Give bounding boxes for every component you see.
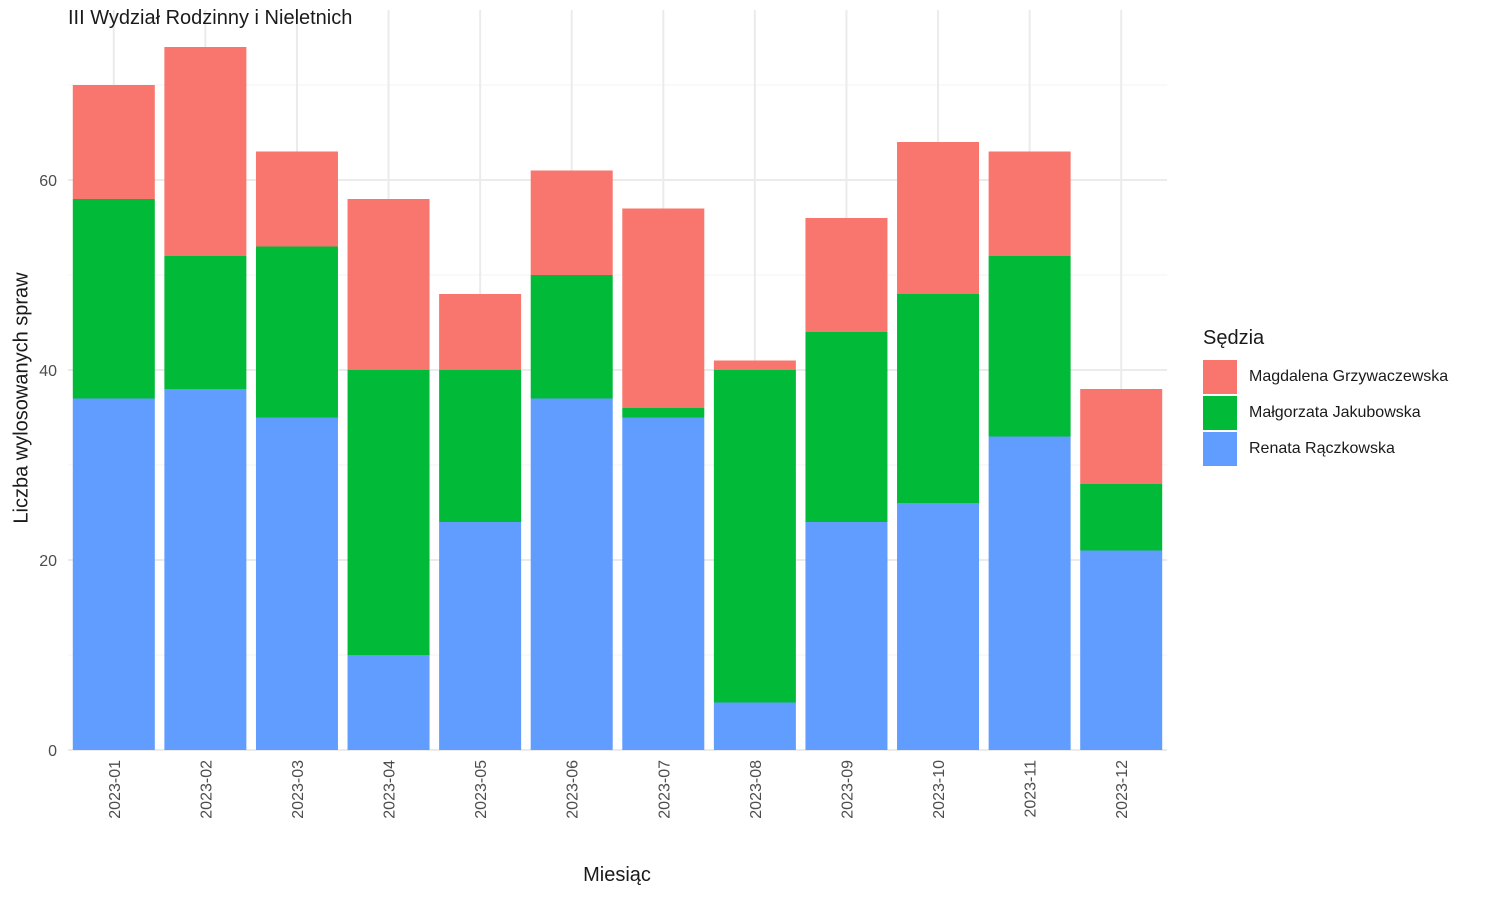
bar-segment: [805, 522, 888, 750]
bar-segment: [530, 275, 613, 399]
x-tick-label: 2023-04: [382, 760, 399, 819]
x-tick-label: 2023-01: [107, 760, 124, 819]
bar-segment: [530, 170, 613, 275]
bar-segment: [72, 85, 155, 199]
legend-item-grzywaczewska: Magdalena Grzywaczewska: [1203, 360, 1448, 394]
bar-segment: [988, 151, 1071, 256]
legend-label: Magdalena Grzywaczewska: [1249, 368, 1449, 385]
bar-segment: [988, 256, 1071, 437]
legend-swatch: [1203, 432, 1237, 466]
chart-title: III Wydział Rodzinny i Nieletnich: [68, 7, 353, 29]
bar-segment: [530, 398, 613, 750]
y-axis-label: Liczba wylosowanych spraw: [10, 272, 33, 524]
y-tick-label: 0: [48, 743, 57, 760]
bar-segment: [1080, 389, 1163, 484]
bar-segment: [622, 208, 705, 408]
bar-segment: [347, 199, 430, 370]
x-tick-label: 2023-10: [931, 760, 948, 819]
x-tick-label: 2023-05: [473, 760, 490, 819]
bar-segment: [622, 408, 705, 418]
legend-label: Renata Rączkowska: [1249, 440, 1395, 457]
bar-segment: [988, 436, 1071, 750]
legend-swatch: [1203, 360, 1237, 394]
x-tick-label: 2023-11: [1023, 760, 1040, 818]
bar-segment: [897, 503, 980, 750]
bar-segment: [439, 522, 522, 750]
legend-title: Sędzia: [1203, 327, 1265, 349]
x-tick-label: 2023-06: [565, 760, 582, 819]
x-tick-label: 2023-07: [656, 760, 673, 819]
bar-segment: [439, 294, 522, 370]
bar-segment: [622, 417, 705, 750]
bar-segment: [347, 370, 430, 655]
y-tick-label: 20: [39, 553, 57, 570]
x-axis-label: Miesiąc: [583, 864, 651, 886]
bar-segment: [164, 47, 247, 256]
x-tick-label: 2023-12: [1114, 760, 1131, 819]
x-tick-label: 2023-02: [198, 760, 215, 819]
y-tick-label: 40: [39, 363, 57, 380]
legend-swatch: [1203, 396, 1237, 430]
x-tick-label: 2023-03: [290, 760, 307, 819]
bar-segment: [255, 151, 338, 247]
bar-segment: [1080, 484, 1163, 551]
legend-item-jakubowska: Małgorzata Jakubowska: [1203, 396, 1421, 430]
bar-segment: [164, 256, 247, 389]
x-tick-label: 2023-08: [748, 760, 765, 819]
bar-segment: [713, 370, 796, 703]
bar-segment: [805, 332, 888, 522]
bar-segment: [1080, 550, 1163, 750]
bar-segment: [347, 655, 430, 750]
x-tick-label: 2023-09: [839, 760, 856, 819]
bar-segment: [255, 246, 338, 418]
bar-segment: [164, 389, 247, 750]
y-tick-label: 60: [39, 173, 57, 190]
bar-segment: [72, 199, 155, 399]
bar-segment: [713, 360, 796, 370]
bar-segment: [713, 702, 796, 750]
bar-segment: [897, 142, 980, 294]
bar-segment: [255, 417, 338, 750]
legend-label: Małgorzata Jakubowska: [1249, 404, 1421, 421]
legend-item-raczkowska: Renata Rączkowska: [1203, 432, 1395, 466]
bar-segment: [72, 398, 155, 750]
bar-segment: [805, 218, 888, 332]
bar-segment: [897, 294, 980, 503]
bar-segment: [439, 370, 522, 522]
